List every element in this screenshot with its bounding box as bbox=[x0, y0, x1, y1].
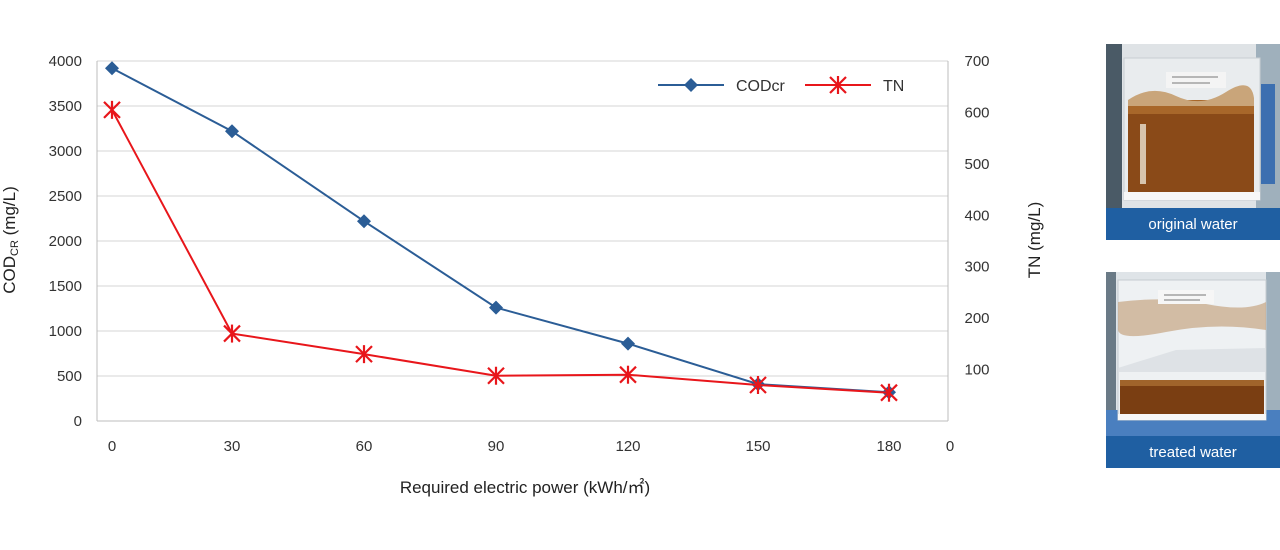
left-y-axis-title-main: COD bbox=[0, 256, 19, 294]
left-y-axis-title: CODCR (mg/L) bbox=[0, 186, 21, 294]
left-y-tick-label: 3500 bbox=[49, 98, 82, 115]
right-y-tick-label: 300 bbox=[964, 259, 989, 276]
left-y-tick-label: 500 bbox=[57, 368, 82, 385]
series bbox=[103, 61, 898, 402]
legend-label: CODcr bbox=[736, 78, 786, 95]
x-tick-label: 90 bbox=[488, 438, 505, 455]
left-y-tick-labels: 0 500 1000 1500 2000 2500 3000 3500 4000 bbox=[49, 53, 82, 430]
legend-item-codcr: CODcr bbox=[658, 78, 786, 95]
right-y-tick-label: 500 bbox=[964, 156, 989, 173]
legend: CODcr TN bbox=[658, 76, 904, 95]
legend-item-tn: TN bbox=[805, 76, 904, 95]
right-y-tick-label: 200 bbox=[964, 310, 989, 327]
data-point-codcr bbox=[621, 336, 635, 351]
left-y-tick-label: 0 bbox=[74, 413, 82, 430]
right-y-tick-label: 700 bbox=[964, 53, 989, 70]
x-tick-label: 150 bbox=[745, 438, 770, 455]
x-axis-title: Required electric power (kWh/㎡) bbox=[400, 478, 650, 497]
legend-label: TN bbox=[883, 78, 904, 95]
data-point-codcr bbox=[225, 124, 239, 139]
left-y-tick-label: 2000 bbox=[49, 233, 82, 250]
x-tick-label: 180 bbox=[876, 438, 901, 455]
x-tick-label: 0 bbox=[108, 438, 116, 455]
right-y-axis-title: TN (mg/L) bbox=[1025, 202, 1044, 279]
gridlines bbox=[97, 60, 948, 377]
legend-marker bbox=[684, 78, 698, 92]
data-point-tn bbox=[749, 376, 767, 394]
right-y-tick-label: 100 bbox=[964, 362, 989, 379]
x-tick-label: 30 bbox=[224, 438, 241, 455]
right-axis-zero-label: 0 bbox=[946, 438, 954, 455]
axes bbox=[96, 61, 949, 422]
left-y-axis-title-sub: CR bbox=[9, 240, 21, 256]
original-water-caption: original water bbox=[1106, 208, 1280, 240]
right-y-tick-label: 400 bbox=[964, 207, 989, 224]
series-tn bbox=[103, 100, 898, 402]
left-y-axis-title-unit: (mg/L) bbox=[0, 186, 19, 240]
data-point-codcr bbox=[357, 214, 371, 229]
legend-marker bbox=[829, 76, 847, 94]
left-y-tick-label: 3000 bbox=[49, 143, 82, 160]
data-point-tn bbox=[355, 345, 373, 364]
data-point-tn bbox=[487, 366, 505, 385]
series-codcr bbox=[105, 61, 896, 400]
left-y-tick-label: 1500 bbox=[49, 278, 82, 295]
treated-water-card: treated water bbox=[1106, 272, 1280, 468]
x-tick-labels: 0 30 60 90 120 150 180 0 bbox=[108, 438, 954, 455]
x-tick-label: 60 bbox=[356, 438, 373, 455]
left-y-tick-label: 2500 bbox=[49, 188, 82, 205]
treated-water-photo bbox=[1106, 272, 1280, 436]
data-point-tn bbox=[103, 100, 121, 119]
series-line-tn bbox=[111, 109, 890, 394]
left-y-tick-label: 4000 bbox=[49, 53, 82, 70]
right-y-tick-labels: 100 200 300 400 500 600 700 bbox=[964, 53, 989, 379]
original-water-card: original water bbox=[1106, 44, 1280, 240]
data-point-tn bbox=[880, 383, 898, 402]
data-point-codcr bbox=[489, 300, 503, 315]
treated-water-caption: treated water bbox=[1106, 436, 1280, 468]
original-water-photo bbox=[1106, 44, 1280, 208]
data-point-tn bbox=[619, 365, 637, 384]
x-tick-label: 120 bbox=[615, 438, 640, 455]
data-point-codcr bbox=[105, 61, 119, 76]
series-line-codcr bbox=[111, 67, 890, 394]
data-point-tn bbox=[223, 324, 241, 343]
right-y-tick-label: 600 bbox=[964, 104, 989, 121]
left-y-tick-label: 1000 bbox=[49, 323, 82, 340]
